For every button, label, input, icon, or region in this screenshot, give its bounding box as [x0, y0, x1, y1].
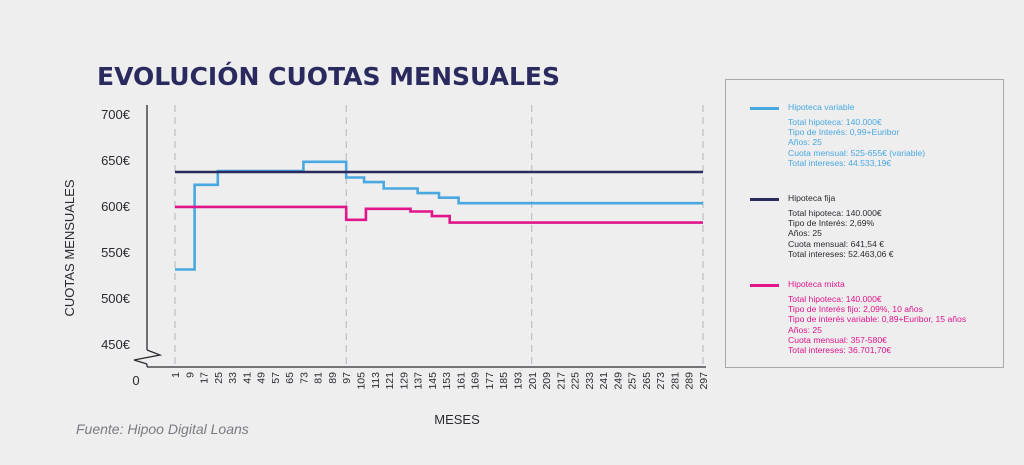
y-tick-label: 700€	[101, 107, 131, 122]
legend-detail: Tipo de Interés fijo: 2,09%, 10 años	[788, 304, 923, 315]
legend-name-variable: Hipoteca variable	[788, 102, 855, 112]
legend-detail: Cuota mensual: 357-580€	[788, 334, 887, 345]
legend-details-mixta: Total hipoteca: 140.000€ Tipo de Interés…	[788, 294, 966, 355]
legend-detail: Total hipoteca: 140.000€	[788, 117, 882, 127]
x-tick-label: 273	[655, 372, 667, 390]
legend-detail: Años: 25	[788, 228, 822, 239]
x-tick-label: 225	[570, 372, 582, 390]
x-tick-label: 217	[555, 372, 567, 390]
x-tick-label: 297	[698, 372, 710, 390]
legend-detail: Total intereses: 36.701,70€	[788, 345, 892, 356]
legend-detail: Años: 25	[788, 137, 822, 148]
x-tick-label: 241	[598, 372, 610, 390]
y-tick-label: 500€	[101, 291, 131, 306]
x-tick-label: 25	[213, 372, 225, 384]
legend-detail: Tipo de Interés: 0,99+Euribor	[788, 127, 900, 138]
x-tick-label: 145	[427, 372, 439, 390]
x-tick-label: 49	[256, 372, 268, 384]
source-note: Fuente: Hipoo Digital Loans	[76, 421, 249, 437]
x-tick-label: 105	[356, 372, 368, 390]
x-tick-label: 9	[184, 372, 196, 378]
x-tick-label: 249	[612, 372, 624, 390]
legend-detail: Total hipoteca: 140.000€	[788, 294, 882, 304]
x-tick-label: 209	[541, 372, 553, 390]
legend-name-mixta: Hipoteca mixta	[788, 279, 845, 289]
y-axis-title: CUOTAS MENSUALES	[62, 179, 77, 316]
x-tick-label: 169	[470, 372, 482, 390]
legend-detail: Total intereses: 52.463,06 €	[788, 248, 894, 259]
x-tick-label: 41	[241, 372, 253, 384]
x-tick-label: 113	[370, 372, 382, 389]
legend-detail: Años: 25	[788, 324, 822, 335]
x-tick-label: 161	[455, 372, 467, 390]
x-tick-label: 17	[199, 372, 211, 384]
legend: Hipoteca variable Total hipoteca: 140.00…	[725, 79, 1004, 368]
x-tick-label: 129	[398, 372, 410, 390]
legend-detail: Tipo de Interés: 2,69%	[788, 218, 875, 229]
y-tick-label: 600€	[101, 199, 131, 214]
legend-detail: Cuota mensual: 641,54 €	[788, 238, 885, 249]
x-tick-label: 233	[584, 372, 596, 390]
legend-details-fija: Total hipoteca: 140.000€ Tipo de Interés…	[788, 208, 894, 259]
y-origin-label: 0	[132, 373, 139, 388]
series-line-0	[175, 160, 703, 271]
legend-swatch-variable	[750, 107, 779, 110]
legend-name-fija: Hipoteca fija	[788, 193, 836, 203]
x-tick-label: 289	[684, 372, 696, 390]
y-axis-break	[133, 349, 163, 365]
chart-title: EVOLUCIÓN CUOTAS MENSUALES	[97, 61, 560, 91]
y-tick-label: 550€	[101, 245, 131, 260]
x-tick-label: 33	[227, 372, 239, 384]
legend-detail: Cuota mensual: 525-655€ (variable)	[788, 147, 926, 158]
series-line-2	[175, 205, 703, 224]
legend-swatch-fija	[750, 198, 779, 201]
legend-detail: Tipo de interés variable: 0,89+Euribor, …	[788, 314, 967, 325]
x-tick-label: 193	[512, 372, 524, 390]
x-tick-label: 153	[441, 372, 453, 390]
x-tick-label: 265	[641, 372, 653, 390]
x-tick-label: 57	[270, 372, 282, 384]
x-tick-label: 1	[170, 372, 182, 378]
x-tick-label: 89	[327, 372, 339, 384]
legend-details-variable: Total hipoteca: 140.000€ Tipo de Interés…	[788, 117, 925, 168]
x-tick-label: 177	[484, 372, 496, 390]
legend-swatch-mixta	[750, 284, 779, 287]
x-tick-label: 201	[527, 372, 539, 390]
legend-detail: Total intereses: 44.533,19€	[788, 157, 892, 168]
legend-detail: Total hipoteca: 140.000€	[788, 208, 882, 218]
x-tick-label: 281	[669, 372, 681, 390]
x-tick-label: 73	[298, 372, 310, 384]
x-tick-label: 137	[413, 372, 425, 390]
x-tick-label: 65	[284, 372, 296, 384]
x-tick-label: 97	[341, 372, 353, 384]
x-tick-label: 185	[498, 372, 510, 390]
y-tick-label: 450€	[101, 337, 131, 352]
y-tick-label: 650€	[101, 153, 131, 168]
x-tick-label: 121	[384, 372, 396, 390]
x-tick-label: 257	[627, 372, 639, 390]
x-axis-title: MESES	[434, 412, 480, 427]
x-tick-label: 81	[313, 372, 325, 384]
